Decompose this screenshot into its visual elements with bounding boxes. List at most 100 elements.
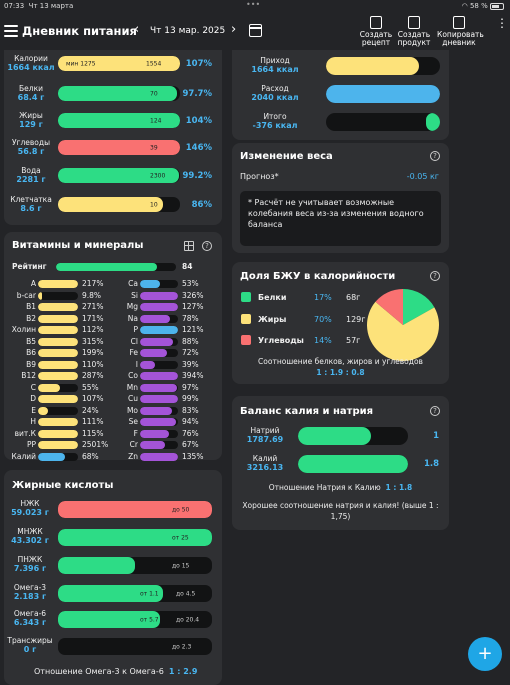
vitamin-bar-fill xyxy=(38,303,78,311)
fatty-acid-marker: от 1.1 xyxy=(140,590,159,597)
vitamin-name: Холин xyxy=(11,325,36,334)
omega-ratio-value: 1 : 2.9 xyxy=(168,667,198,676)
mineral-bar xyxy=(140,337,178,346)
vitamin-value: 68% xyxy=(82,451,99,461)
vitamin-name: b-car xyxy=(16,290,36,300)
kna-name: Калий xyxy=(252,454,278,463)
vitamin-bar xyxy=(38,383,78,392)
vitamin-bar-fill xyxy=(38,372,78,380)
vitamin-bar xyxy=(38,303,78,311)
mineral-bar-fill xyxy=(140,429,169,438)
mineral-bar xyxy=(140,452,178,461)
fatty-acid-value: 59.023 г xyxy=(11,508,49,517)
energy-name: Расход xyxy=(261,84,289,93)
vitamin-name: B5 xyxy=(26,336,36,346)
mineral-bar xyxy=(140,395,178,403)
vitamin-bar-fill xyxy=(38,291,42,300)
kna-name: Натрий xyxy=(250,426,280,435)
mineral-bar-fill xyxy=(140,418,176,426)
help-icon[interactable]: ? xyxy=(430,151,440,161)
vitamin-name: B9 xyxy=(26,359,36,369)
mineral-bar xyxy=(140,360,178,369)
help-icon[interactable]: ? xyxy=(430,271,440,281)
vitamin-bar xyxy=(38,406,78,415)
fatty-acid-name: НЖК xyxy=(20,499,40,508)
mineral-bar xyxy=(140,429,178,438)
mineral-name: Na xyxy=(127,313,138,323)
fatty-acid-marker: до 4.5 xyxy=(176,590,196,597)
help-icon[interactable]: ? xyxy=(430,406,440,416)
mineral-name: Co xyxy=(128,371,138,380)
legend-name: Белки xyxy=(258,293,287,302)
vitamin-name: H xyxy=(30,417,36,426)
mineral-value: 78% xyxy=(182,313,199,323)
create-product-button[interactable]: Создать продукт xyxy=(392,16,436,47)
mineral-bar xyxy=(140,372,178,380)
vitamin-name: PP xyxy=(26,440,36,449)
mineral-bar xyxy=(140,441,178,449)
fatty-acid-name: МНЖК xyxy=(17,527,43,536)
status-dots: ••• xyxy=(246,0,261,9)
macro-bar: 10 xyxy=(58,197,180,212)
mineral-bar-fill xyxy=(140,395,178,403)
fatty-acid-value: 2.183 г xyxy=(13,592,47,601)
mineral-bar-fill xyxy=(140,383,177,392)
macro-bar: мин 1275 1554 xyxy=(58,56,180,71)
prev-day-button[interactable]: ‹ xyxy=(134,22,140,37)
calendar-icon[interactable] xyxy=(249,24,262,37)
mineral-bar xyxy=(140,291,178,300)
vitamin-bar-fill xyxy=(38,280,78,288)
macro-name: Белки xyxy=(19,84,43,93)
app-header: Дневник питания ‹ Чт 13 мар. 2025 › Созд… xyxy=(0,14,510,50)
vitamin-bar-fill xyxy=(38,395,78,403)
product-icon xyxy=(408,16,420,29)
vitamin-bar xyxy=(38,395,78,403)
copy-diary-button[interactable]: Копировать дневник xyxy=(437,16,484,47)
mineral-bar xyxy=(140,314,178,323)
next-day-button[interactable]: › xyxy=(231,22,237,37)
mineral-name: Cl xyxy=(130,336,138,346)
mineral-bar-fill xyxy=(140,314,170,323)
fatty-acid-value: 7.396 г xyxy=(13,564,47,573)
table-icon[interactable] xyxy=(184,241,194,251)
macro-percent: 86% xyxy=(191,200,212,210)
wifi-icon: ◠ xyxy=(461,2,468,10)
energy-name: Приход xyxy=(260,56,290,65)
vitamin-bar-fill xyxy=(38,360,78,369)
mineral-name: Cr xyxy=(129,440,138,449)
mineral-name: P xyxy=(133,325,138,334)
mineral-name: F xyxy=(133,428,138,438)
copy-icon xyxy=(453,16,465,29)
status-bar: 07:33 Чт 13 марта ••• ◠ 58 % xyxy=(0,0,510,12)
weight-title: Изменение веса xyxy=(240,151,333,162)
vitamin-bar-fill xyxy=(38,337,78,346)
menu-icon[interactable] xyxy=(4,25,18,37)
mineral-value: 76% xyxy=(182,428,199,438)
more-options-icon[interactable]: ⋮ xyxy=(496,16,508,30)
vitamin-bar-fill xyxy=(38,441,78,449)
macro-marker: 70 xyxy=(150,90,158,97)
macro-bar: 2300 xyxy=(58,168,180,183)
fatty-acid-bar-fill xyxy=(58,529,212,546)
fatty-acid-bar-fill xyxy=(58,501,212,518)
help-icon[interactable]: ? xyxy=(202,241,212,251)
vitamin-value: 271% xyxy=(82,302,104,311)
macro-value: 68.4 г xyxy=(17,93,45,102)
status-battery: ◠ 58 % xyxy=(462,2,504,10)
mineral-value: 135% xyxy=(182,451,204,461)
fatty-acid-value: 6.343 г xyxy=(13,618,47,627)
macro-name: Калории xyxy=(14,54,48,63)
fatty-acid-bar: до 15 xyxy=(58,557,212,574)
legend-percent: 17% xyxy=(314,293,332,302)
energy-name: Итого xyxy=(263,112,287,121)
mineral-name: Fe xyxy=(129,348,138,357)
mineral-bar xyxy=(140,418,178,426)
vitamin-value: 107% xyxy=(82,394,104,403)
mineral-bar-fill xyxy=(140,441,166,449)
macro-bar: 124 xyxy=(58,113,180,128)
add-button[interactable]: + xyxy=(468,637,502,671)
create-recipe-button[interactable]: Создать рецепт xyxy=(354,16,398,47)
recipe-icon xyxy=(370,16,382,29)
vitamin-bar-fill xyxy=(38,406,48,415)
current-date[interactable]: Чт 13 мар. 2025 xyxy=(150,26,226,36)
